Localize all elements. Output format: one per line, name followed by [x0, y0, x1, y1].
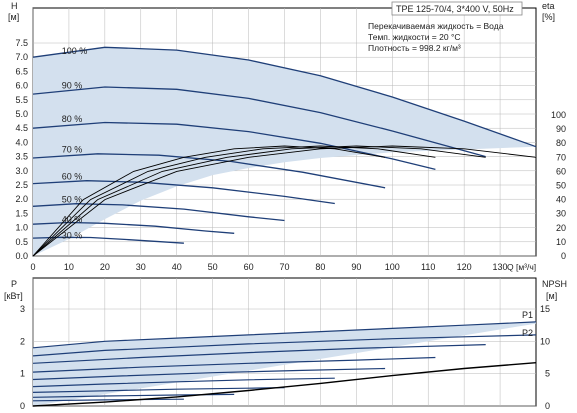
y2-tick-label-100: 100 — [551, 110, 566, 120]
y-tick-label-7.0: 7.0 — [15, 52, 28, 62]
x-tick-label-0: 0 — [30, 262, 35, 272]
speed-label-40: 40 % — [62, 214, 83, 224]
y2-tick-label-20: 20 — [556, 223, 566, 233]
y2-tick-label-10: 10 — [556, 237, 566, 247]
speed-curve-60 — [32, 180, 335, 205]
power-curve-30 — [32, 398, 184, 402]
p-tick-label-2: 2 — [20, 336, 25, 346]
x-tick-label-50: 50 — [208, 262, 218, 272]
y2-tick-label-30: 30 — [556, 209, 566, 219]
info-line-density: Плотность = 998.2 кг/м³ — [368, 43, 461, 53]
y-tick-label-5.0: 5.0 — [15, 109, 28, 119]
chart-title: TPE 125-70/4, 3*400 V, 50Hz — [396, 4, 514, 14]
y2-tick-label-50: 50 — [556, 181, 566, 191]
power-range-area — [33, 321, 536, 406]
speed-label-50: 50 % — [62, 195, 83, 205]
y2-tick-label-80: 80 — [556, 138, 566, 148]
npsh-axis-unit: [м] — [546, 291, 557, 301]
npsh-tick-label-15: 15 — [540, 304, 550, 314]
speed-curve-100 — [32, 46, 537, 148]
p-axis-symbol: P — [11, 279, 17, 289]
y2-tick-label-90: 90 — [556, 124, 566, 134]
y-tick-label-6.0: 6.0 — [15, 81, 28, 91]
speed-curve-90 — [32, 86, 486, 158]
x-axis-label: Q [м³/ч] — [507, 262, 536, 272]
speed-label-100: 100 % — [62, 46, 88, 56]
speed-curve-50 — [32, 203, 285, 222]
npsh-curve — [32, 362, 537, 407]
power-curve-90 — [32, 344, 486, 364]
operating-range-area — [33, 47, 536, 256]
power-curve-p1 — [32, 321, 537, 349]
speed-label-80: 80 % — [62, 114, 83, 124]
x-tick-label-80: 80 — [315, 262, 325, 272]
info-line-liquid: Перекачиваемая жидкость = Вода — [368, 21, 504, 31]
y2-axis-symbol: eta — [542, 1, 555, 11]
y-axis-unit: [м] — [8, 12, 19, 22]
x-tick-label-90: 90 — [351, 262, 361, 272]
power-curve-60 — [32, 377, 335, 388]
y-tick-label-0.5: 0.5 — [15, 237, 28, 247]
x-tick-label-60: 60 — [244, 262, 254, 272]
y-tick-label-3.0: 3.0 — [15, 166, 28, 176]
eta-curve-1 — [32, 145, 537, 257]
speed-label-70: 70 % — [62, 144, 83, 154]
y-tick-label-5.5: 5.5 — [15, 95, 28, 105]
eta-curve-3 — [32, 145, 436, 257]
y-tick-label-4.5: 4.5 — [15, 123, 28, 133]
power-curve-50 — [32, 387, 285, 393]
p-tick-label-3: 3 — [20, 304, 25, 314]
y-tick-label-1.5: 1.5 — [15, 208, 28, 218]
y2-tick-label-0: 0 — [561, 251, 566, 261]
p-tick-label-1: 1 — [20, 369, 25, 379]
x-tick-label-110: 110 — [421, 262, 435, 272]
speed-label-90: 90 % — [62, 80, 83, 90]
speed-label-60: 60 % — [62, 171, 83, 181]
info-line-temperature: Темп. жидкости = 20 °C — [368, 32, 460, 42]
y-tick-label-2.0: 2.0 — [15, 194, 28, 204]
y-tick-label-2.5: 2.5 — [15, 180, 28, 190]
y2-axis-unit: [%] — [542, 12, 555, 22]
eta-curve-4 — [32, 145, 386, 257]
power-curve-80 — [32, 356, 436, 373]
y-tick-label-7.5: 7.5 — [15, 38, 28, 48]
series-label-p1: P1 — [522, 310, 533, 320]
speed-curve-80 — [32, 121, 436, 171]
speed-curve-70 — [32, 153, 386, 189]
y-tick-label-6.5: 6.5 — [15, 66, 28, 76]
y2-tick-label-60: 60 — [556, 166, 566, 176]
x-tick-label-130: 130 — [493, 262, 508, 272]
speed-label-30: 30 % — [62, 230, 83, 240]
p-tick-label-0: 0 — [20, 401, 25, 411]
x-tick-label-70: 70 — [279, 262, 289, 272]
power-npsh-plot: 0 1 2 3 0 5 10 15 P1 P2 — [20, 277, 550, 411]
x-tick-label-20: 20 — [100, 262, 110, 272]
npsh-axis-symbol: NPSH — [542, 279, 567, 289]
title-box-frame — [391, 1, 523, 16]
y-tick-label-4.0: 4.0 — [15, 137, 28, 147]
y-axis-symbol: H — [11, 1, 18, 11]
p-axis-unit: [кВт] — [4, 291, 23, 301]
y2-tick-label-40: 40 — [556, 195, 566, 205]
x-tick-label-30: 30 — [136, 262, 146, 272]
title-box: TPE 125-70/4, 3*400 V, 50Hz — [391, 1, 523, 16]
eta-curve-2 — [32, 145, 486, 257]
y-tick-label-0.0: 0.0 — [15, 251, 28, 261]
power-curve-p2 — [32, 334, 537, 357]
y2-tick-label-70: 70 — [556, 152, 566, 162]
info-box: Перекачиваемая жидкость = Вода Темп. жид… — [368, 21, 504, 53]
npsh-tick-label-5: 5 — [545, 369, 550, 379]
npsh-tick-label-10: 10 — [540, 336, 550, 346]
x-tick-label-120: 120 — [457, 262, 472, 272]
y-tick-label-3.5: 3.5 — [15, 152, 28, 162]
power-curve-70 — [32, 367, 386, 381]
x-tick-label-40: 40 — [172, 262, 182, 272]
y-tick-label-1.0: 1.0 — [15, 223, 28, 233]
head-efficiency-plot: 0 10 20 30 40 50 60 70 80 90 100 110 120 1300.00.51.0… — [15, 7, 566, 272]
npsh-tick-label-0: 0 — [545, 401, 550, 411]
series-label-p2: P2 — [522, 328, 533, 338]
x-tick-label-100: 100 — [385, 262, 400, 272]
x-tick-label-10: 10 — [64, 262, 74, 272]
